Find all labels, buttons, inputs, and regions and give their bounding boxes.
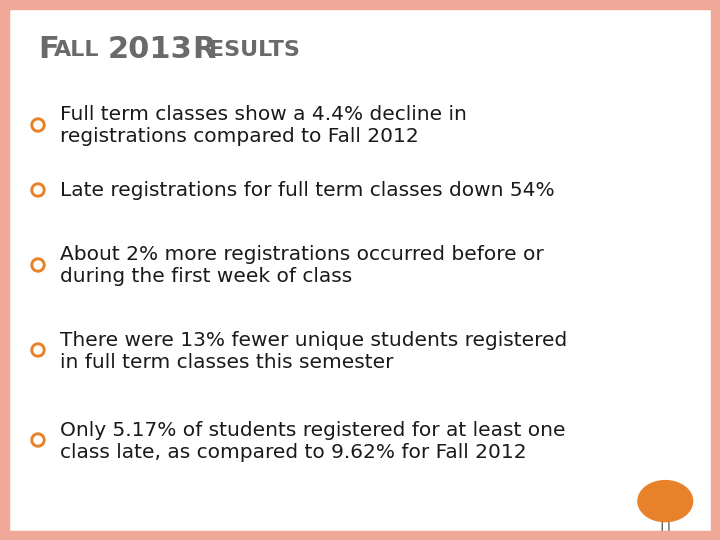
Circle shape bbox=[31, 118, 45, 132]
Text: ESULTS: ESULTS bbox=[209, 40, 300, 60]
Text: R: R bbox=[192, 36, 215, 64]
Circle shape bbox=[31, 183, 45, 197]
Text: Full term classes show a 4.4% decline in: Full term classes show a 4.4% decline in bbox=[60, 105, 467, 125]
Text: F: F bbox=[38, 36, 59, 64]
Circle shape bbox=[31, 433, 45, 447]
Text: ALL: ALL bbox=[54, 40, 99, 60]
Circle shape bbox=[31, 343, 45, 357]
Circle shape bbox=[34, 436, 42, 444]
Circle shape bbox=[34, 186, 42, 194]
Text: class late, as compared to 9.62% for Fall 2012: class late, as compared to 9.62% for Fal… bbox=[60, 442, 526, 462]
Text: There were 13% fewer unique students registered: There were 13% fewer unique students reg… bbox=[60, 330, 567, 349]
Text: in full term classes this semester: in full term classes this semester bbox=[60, 353, 394, 372]
Text: 20: 20 bbox=[654, 492, 677, 510]
Text: About 2% more registrations occurred before or: About 2% more registrations occurred bef… bbox=[60, 246, 544, 265]
Text: Late registrations for full term classes down 54%: Late registrations for full term classes… bbox=[60, 180, 554, 199]
Circle shape bbox=[31, 258, 45, 272]
Text: 2013: 2013 bbox=[108, 36, 193, 64]
Circle shape bbox=[34, 346, 42, 354]
Circle shape bbox=[34, 121, 42, 129]
Text: during the first week of class: during the first week of class bbox=[60, 267, 352, 287]
Text: Only 5.17% of students registered for at least one: Only 5.17% of students registered for at… bbox=[60, 421, 565, 440]
Text: registrations compared to Fall 2012: registrations compared to Fall 2012 bbox=[60, 127, 419, 146]
Circle shape bbox=[34, 261, 42, 269]
Text: 🐦: 🐦 bbox=[661, 517, 670, 532]
